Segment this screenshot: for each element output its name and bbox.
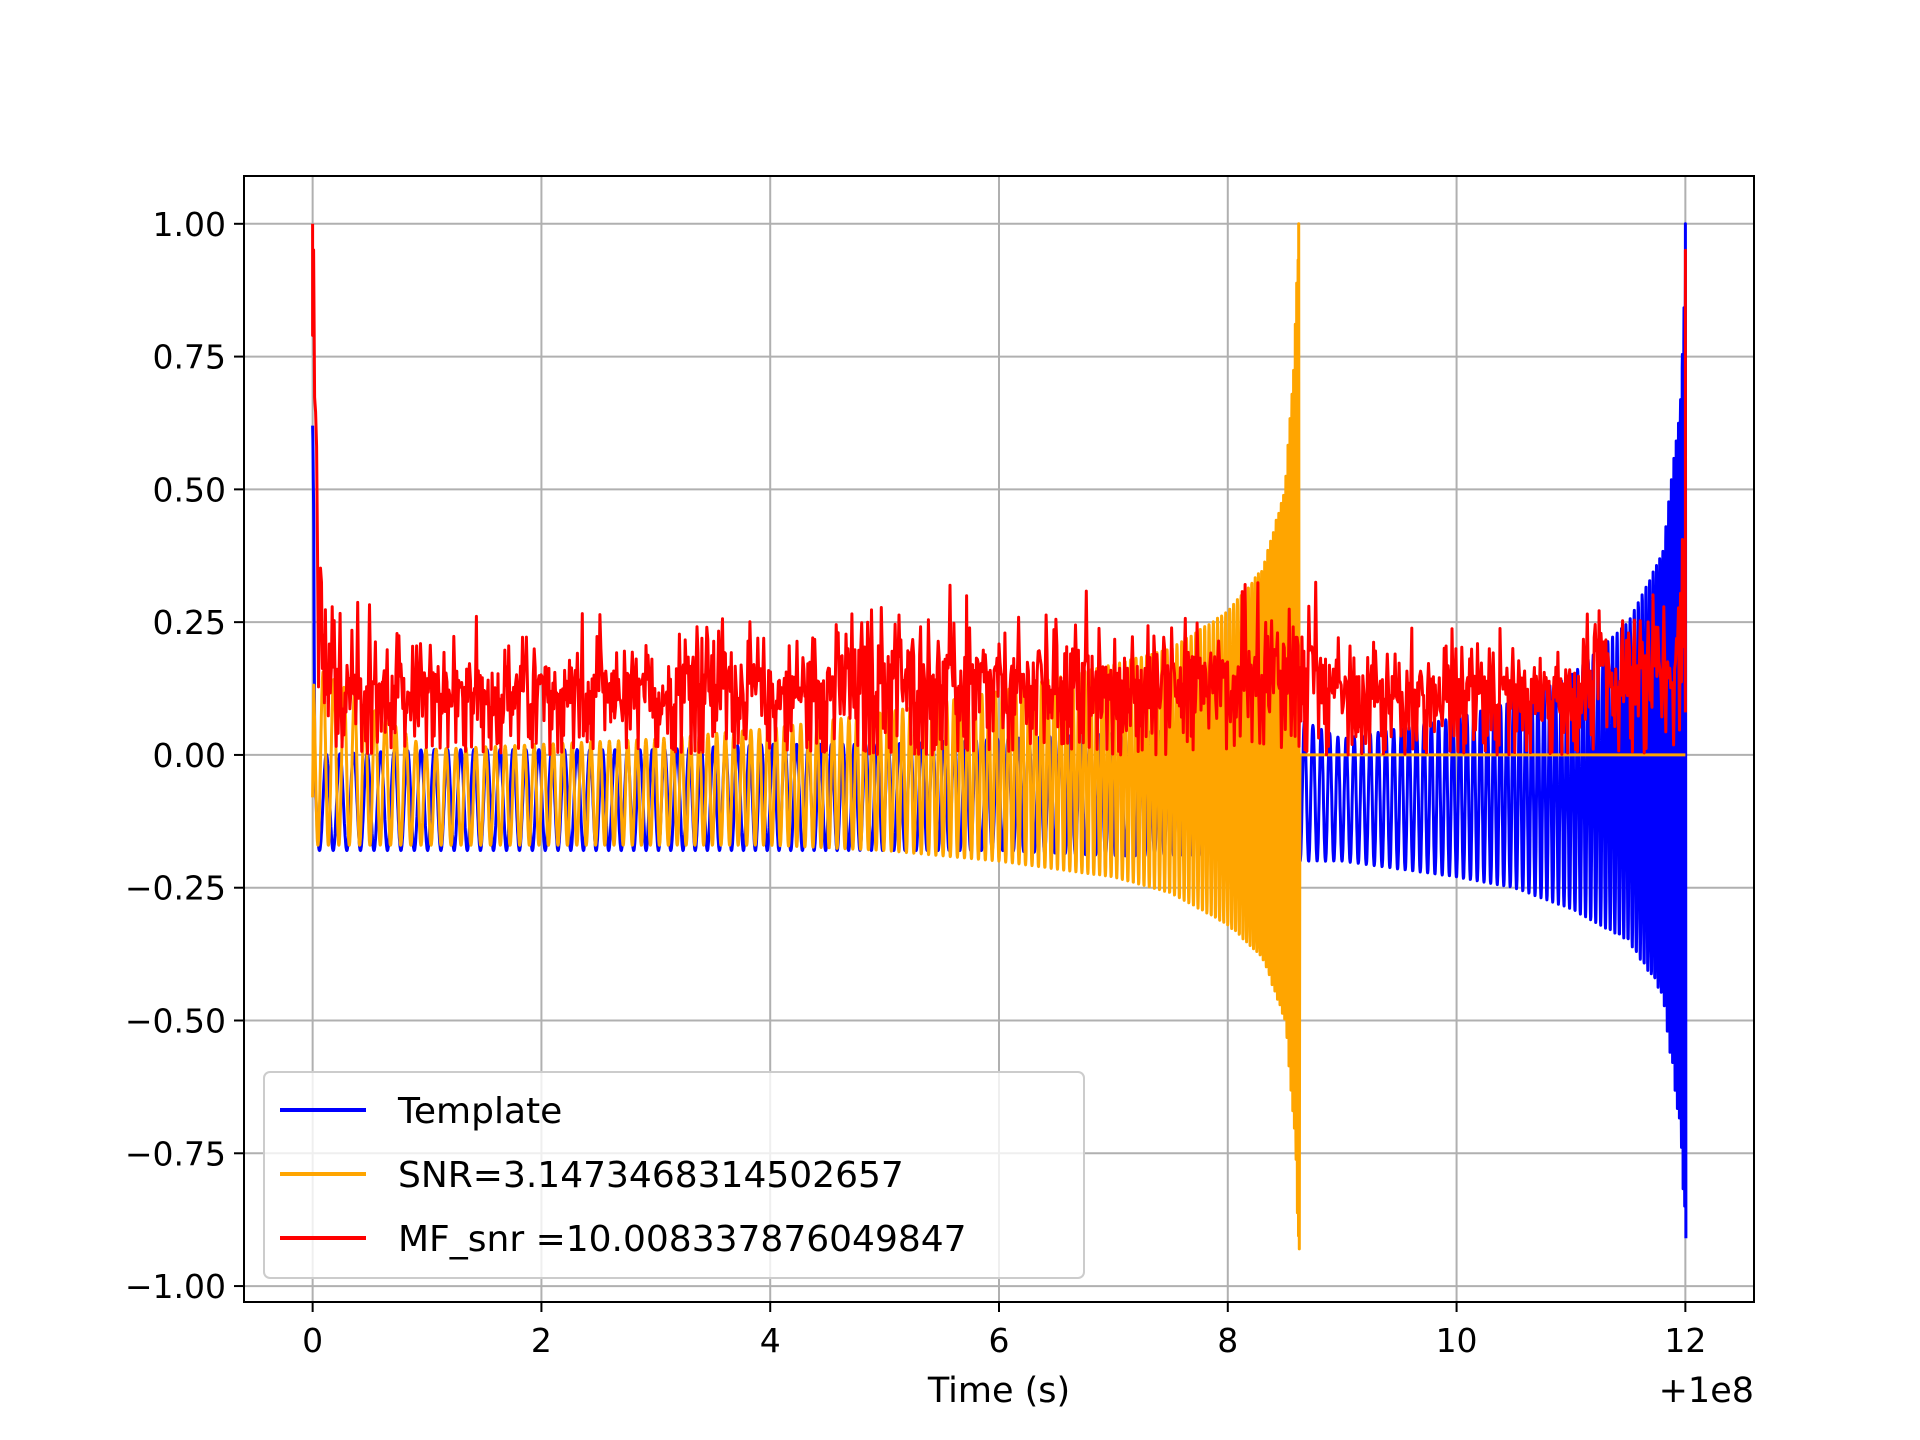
y-tick-label: 0.75 (153, 338, 226, 377)
y-tick-label: −0.75 (125, 1134, 226, 1173)
y-tick-label: −0.25 (125, 869, 226, 908)
ticks: 0 2 4 6 8 10 12 1.00 0.75 0.50 0.25 0.00 −0.25 −0.50 −… (125, 205, 1707, 1360)
x-tick-label: 2 (531, 1321, 552, 1360)
y-tick-label: 0.00 (153, 736, 226, 775)
x-axis-label: Time (s) (927, 1371, 1070, 1411)
x-tick-label: 6 (989, 1321, 1010, 1360)
series-layer (311, 222, 1688, 1251)
x-tick-label: 4 (760, 1321, 781, 1360)
y-tick-label: −0.50 (125, 1002, 226, 1041)
y-tick-label: −1.00 (125, 1267, 226, 1306)
y-tick-label: 0.25 (153, 603, 226, 642)
series-mf-snr (311, 223, 1687, 757)
legend-label-template: Template (397, 1091, 562, 1132)
y-tick-label: 0.50 (153, 470, 226, 509)
x-tick-label: 0 (302, 1321, 323, 1360)
legend-label-snr: SNR=3.1473468314502657 (398, 1155, 904, 1196)
x-tick-label: 12 (1664, 1321, 1706, 1360)
x-tick-label: 10 (1436, 1321, 1478, 1360)
series-snr (311, 222, 1686, 1251)
legend: Template SNR=3.1473468314502657 MF_snr =… (263, 1071, 1085, 1279)
y-tick-label: 1.00 (153, 205, 226, 244)
legend-label-mf-snr: MF_snr =10.008337876049847 (398, 1219, 967, 1260)
x-axis-offset-label: +1e8 (1659, 1371, 1754, 1411)
legend-box (263, 1071, 1085, 1279)
x-tick-label: 8 (1217, 1321, 1238, 1360)
